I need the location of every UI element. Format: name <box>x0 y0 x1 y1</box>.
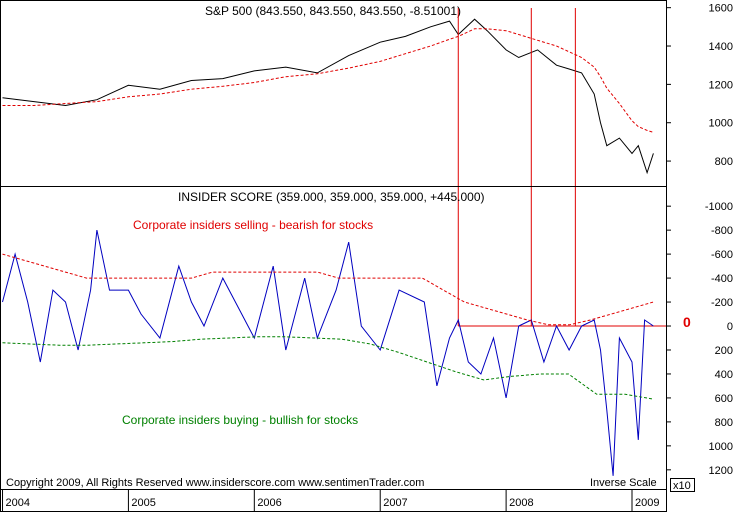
x-tick-label: 2008 <box>509 497 533 509</box>
selling-band-line <box>2 253 654 326</box>
sp500-y-tick-label: 1000 <box>709 118 733 130</box>
scale-box <box>670 478 695 492</box>
buying-band-line <box>2 336 654 400</box>
x-tick-label: 2006 <box>257 497 281 509</box>
insider-y-tick-label: -400 <box>711 273 733 285</box>
x-axis: 2004 2005 2006 2007 2008 2009 <box>2 489 659 511</box>
sp500-moving-average-line <box>2 28 654 133</box>
insider-y-tick-label: -1000 <box>705 201 733 213</box>
scale-label: x10 <box>673 480 691 492</box>
sp500-series <box>2 8 654 327</box>
insider-y-tick-label: -600 <box>711 249 733 261</box>
copyright-footer: Copyright 2009, All Rights Reserved www.… <box>6 477 424 489</box>
sp500-y-axis: 1600 1400 1200 1000 800 <box>666 3 733 168</box>
insider-y-tick-label: 800 <box>715 417 733 429</box>
selling-annotation: Corporate insiders selling - bearish for… <box>133 218 373 232</box>
sp500-y-tick-label: 800 <box>715 156 733 168</box>
sp500-y-tick-label: 1400 <box>709 41 733 53</box>
x-axis-frame <box>0 489 667 512</box>
sp500-title: S&P 500 (843.550, 843.550, 843.550, -8.5… <box>205 4 461 18</box>
insider-y-tick-label: 0 <box>727 321 733 333</box>
sp500-y-tick-label: 1200 <box>709 79 733 91</box>
insider-y-tick-label: 400 <box>715 369 733 381</box>
insider-y-axis: -1000 -800 -600 -400 -200 0 200 400 600 800 1000 12… <box>666 201 733 477</box>
insider-y-tick-label: 200 <box>715 345 733 357</box>
insider-y-tick-label: 1000 <box>709 441 733 453</box>
sp500-panel-frame <box>0 0 667 187</box>
insider-y-tick-label: -800 <box>711 225 733 237</box>
inverse-scale-label: Inverse Scale <box>590 477 657 489</box>
insider-y-tick-label: 600 <box>715 393 733 405</box>
sp500-y-tick-label: 1600 <box>709 3 733 15</box>
x-tick-label: 2007 <box>383 497 407 509</box>
insider-y-tick-label: -200 <box>711 297 733 309</box>
x-tick-label: 2005 <box>131 497 155 509</box>
x-tick-label: 2004 <box>6 497 30 509</box>
buying-annotation: Corporate insiders buying - bullish for … <box>122 413 358 427</box>
insider-series <box>2 229 666 476</box>
sp500-line <box>2 18 654 175</box>
insider-score-line <box>2 229 654 476</box>
insider-title: INSIDER SCORE (359.000, 359.000, 359.000… <box>178 190 485 204</box>
insider-y-tick-label: 1200 <box>709 465 733 477</box>
x-tick-label: 2009 <box>635 497 659 509</box>
zero-label: 0 <box>683 314 691 330</box>
